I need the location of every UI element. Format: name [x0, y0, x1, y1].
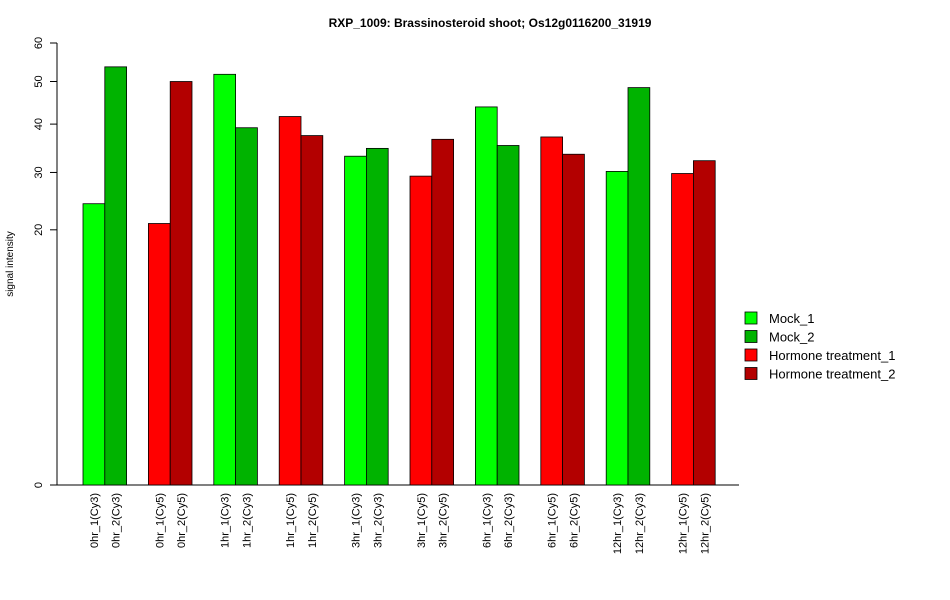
bar	[104, 66, 128, 486]
x-tick-label: 0hr_2(Cy5)	[176, 493, 188, 548]
bar	[300, 135, 324, 486]
y-tick-label: 50	[33, 75, 45, 87]
x-tick-label: 12hr_2(Cy5)	[699, 493, 711, 554]
bar	[693, 160, 716, 486]
x-tick-label: 6hr_1(Cy3)	[481, 493, 493, 548]
legend-swatch	[744, 330, 758, 343]
bar	[169, 81, 193, 486]
x-tick-label: 1hr_2(Cy5)	[307, 493, 319, 548]
bar	[365, 147, 389, 486]
bar	[344, 155, 367, 486]
y-axis: 0 20 30 40 50 60	[33, 37, 58, 488]
bar	[278, 116, 302, 486]
x-tick-label: 6hr_2(Cy3)	[503, 493, 515, 548]
legend-swatch	[744, 348, 758, 362]
x-tick-label: 3hr_1(Cy5)	[416, 493, 428, 548]
x-tick-label: 12hr_2(Cy3)	[634, 493, 646, 554]
y-axis-label: signal intensity	[5, 231, 16, 297]
x-tick-label: 1hr_1(Cy3)	[220, 493, 232, 548]
bar	[627, 87, 651, 486]
bar	[82, 203, 106, 486]
bar	[540, 136, 563, 486]
y-tick-label: 20	[33, 224, 45, 236]
x-tick-label: 12hr_1(Cy5)	[678, 493, 690, 554]
x-tick-label: 3hr_2(Cy3)	[372, 493, 384, 548]
legend-label: Mock_2	[769, 330, 815, 345]
x-tick-label: 0hr_1(Cy3)	[89, 493, 101, 548]
bar	[474, 106, 498, 486]
bar	[562, 153, 585, 486]
y-tick-label: 60	[33, 37, 45, 49]
legend-label: Hormone treatment_1	[769, 348, 895, 363]
bar	[496, 145, 520, 486]
bar	[605, 171, 629, 486]
x-tick-label: 1hr_1(Cy5)	[285, 493, 297, 548]
legend-label: Mock_1	[769, 311, 815, 326]
y-tick-label: 0	[33, 482, 45, 488]
bar-series	[82, 66, 716, 486]
bar	[409, 175, 433, 486]
chart-title: RXP_1009: Brassinosteroid shoot; Os12g01…	[329, 16, 652, 30]
bar	[431, 138, 454, 486]
x-tick-label: 0hr_2(Cy3)	[111, 493, 123, 548]
x-tick-label: 1hr_2(Cy3)	[242, 493, 254, 548]
legend-swatch	[744, 311, 758, 325]
x-tick-label: 6hr_1(Cy5)	[547, 493, 559, 548]
y-tick-label: 40	[33, 118, 45, 130]
x-tick-label: 12hr_1(Cy3)	[612, 493, 624, 554]
x-tick-label: 0hr_1(Cy5)	[154, 493, 166, 548]
bar	[147, 223, 171, 486]
x-tick-label: 6hr_2(Cy5)	[569, 493, 581, 548]
y-tick-label: 30	[33, 166, 45, 178]
x-tick-labels: 0hr_1(Cy3) 0hr_2(Cy3) 0hr_1(Cy5) 0hr_2(Cy5)…	[89, 493, 711, 554]
legend-swatch	[744, 367, 758, 380]
x-tick-label: 3hr_1(Cy3)	[351, 493, 363, 548]
x-tick-label: 3hr_2(Cy5)	[438, 493, 450, 548]
bar	[235, 127, 258, 486]
bar	[213, 73, 237, 486]
legend-label: Hormone treatment_2	[769, 367, 895, 382]
legend: Mock_1 Mock_2 Hormone treatment_1 Hormone t…	[744, 311, 895, 382]
bar	[671, 173, 694, 486]
